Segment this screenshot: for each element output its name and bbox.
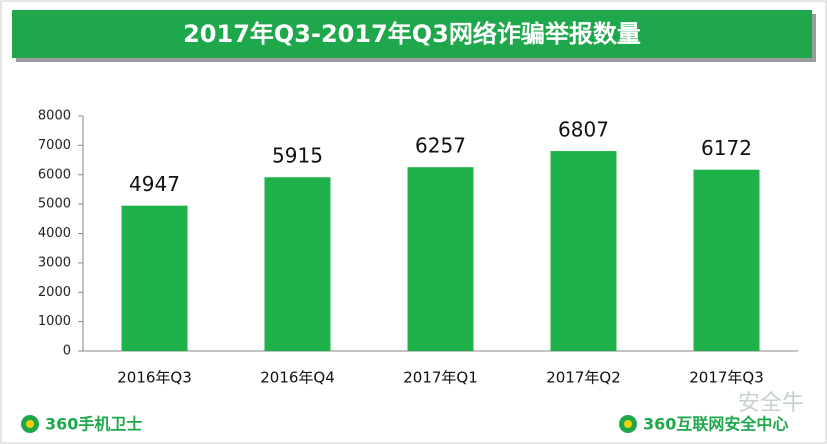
data-label: 6807 <box>558 118 609 142</box>
x-tick-label: 2016年Q3 <box>117 369 192 387</box>
y-tick-label: 7000 <box>38 138 71 153</box>
bar <box>121 205 188 351</box>
y-tick-label: 6000 <box>38 167 71 182</box>
chart-title: 2017年Q3-2017年Q3网络诈骗举报数量 <box>183 20 641 48</box>
logo-icon-inner <box>26 420 34 428</box>
x-tick-label: 2017年Q3 <box>689 369 764 387</box>
bar <box>264 177 331 351</box>
y-tick-label: 2000 <box>38 285 71 300</box>
logo-icon-inner <box>624 420 632 428</box>
y-tick-label: 4000 <box>38 226 71 241</box>
x-tick-label: 2016年Q4 <box>260 369 335 387</box>
data-label: 6257 <box>415 134 466 158</box>
bar <box>693 169 760 351</box>
y-tick-label: 0 <box>63 344 71 359</box>
y-tick-label: 5000 <box>38 197 71 212</box>
title-banner <box>12 10 812 58</box>
bar <box>550 151 617 351</box>
x-tick-label: 2017年Q1 <box>403 369 478 387</box>
x-tick-label: 2017年Q2 <box>546 369 621 387</box>
bar <box>407 167 474 351</box>
y-tick-label: 1000 <box>38 314 71 329</box>
data-label: 6172 <box>701 136 752 160</box>
y-tick-label: 8000 <box>38 109 71 124</box>
watermark: 安全牛 <box>738 391 804 416</box>
data-label: 5915 <box>272 144 323 168</box>
y-tick-label: 3000 <box>38 255 71 270</box>
data-label: 4947 <box>129 172 180 196</box>
footer-right: 360互联网安全中心 <box>643 415 788 434</box>
footer-left: 360手机卫士 <box>45 415 142 434</box>
